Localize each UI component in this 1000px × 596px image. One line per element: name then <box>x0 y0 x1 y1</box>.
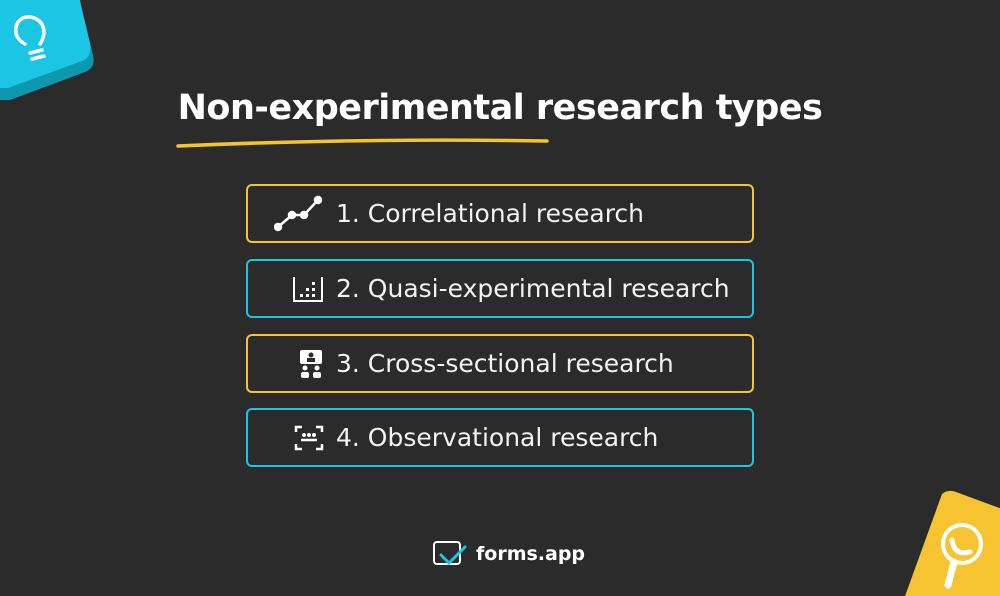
list-item-cross-sectional: 3. Cross-sectional research <box>246 334 754 393</box>
forms-app-logo: forms.app <box>432 539 585 569</box>
lightbulb-icon <box>13 15 46 61</box>
scan-icon <box>268 424 324 452</box>
group-presentation-icon <box>268 349 324 379</box>
magnifier-icon <box>941 523 983 589</box>
list-item-correlational: 1. Correlational research <box>246 184 754 243</box>
bar-chart-icon <box>268 274 324 304</box>
brand-name: forms <box>476 543 538 565</box>
brand-tld: .app <box>537 543 586 565</box>
magnifier-badge <box>905 490 1000 596</box>
forms-app-logo-icon <box>433 541 467 566</box>
list-item-observational: 4. Observational research <box>246 408 754 467</box>
item-label: 1. Correlational research <box>336 199 645 228</box>
item-label: 3. Cross-sectional research <box>336 349 674 378</box>
lightbulb-badge <box>0 0 94 100</box>
line-chart-icon <box>268 195 324 233</box>
list-item-quasi-experimental: 2. Quasi-experimental research <box>246 259 754 318</box>
page-title: Non-experimental research types <box>177 88 823 128</box>
title-underline <box>176 138 549 148</box>
item-label: 4. Observational research <box>336 423 659 452</box>
item-label: 2. Quasi-experimental research <box>336 274 730 303</box>
